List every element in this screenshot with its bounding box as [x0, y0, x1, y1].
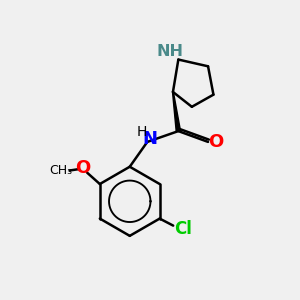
Polygon shape	[172, 92, 181, 131]
Text: H: H	[136, 125, 146, 140]
Text: CH₃: CH₃	[50, 164, 73, 177]
Text: N: N	[142, 130, 157, 148]
Text: NH: NH	[156, 44, 183, 59]
Text: Cl: Cl	[174, 220, 192, 238]
Text: O: O	[76, 159, 91, 177]
Text: O: O	[208, 133, 223, 151]
